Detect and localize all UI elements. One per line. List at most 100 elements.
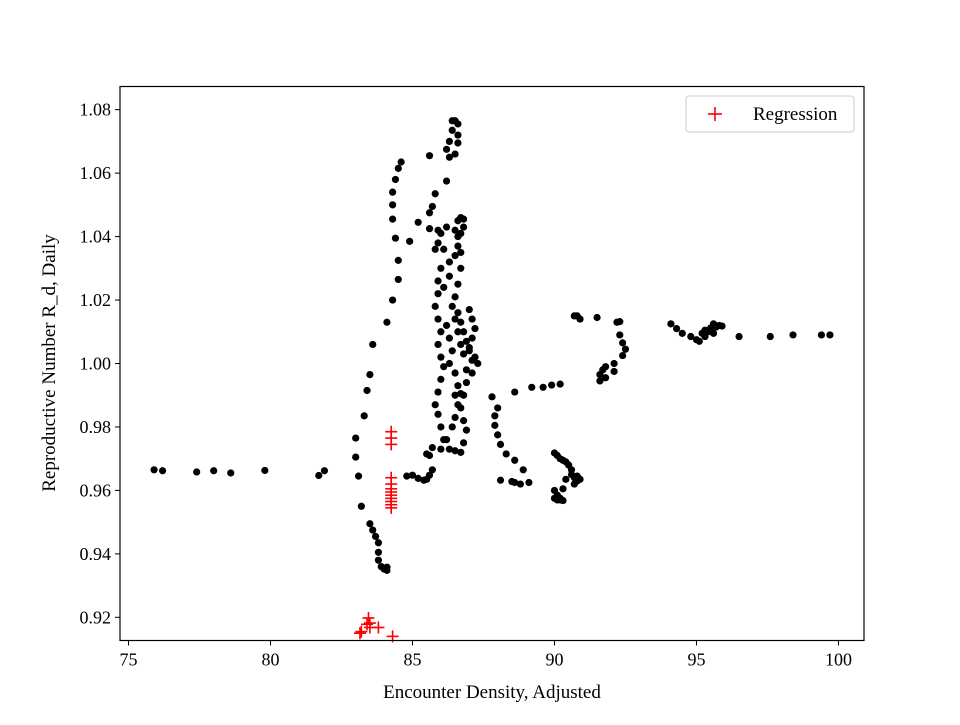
data-point [428,466,436,474]
data-point [491,412,499,420]
data-point [448,347,456,355]
data-point [352,434,360,442]
data-point [320,467,329,475]
y-tick-label: 1.00 [80,354,112,374]
data-point [525,478,533,487]
data-point [442,436,451,444]
data-point [428,202,436,211]
data-point [374,539,383,547]
data-point [442,177,451,185]
data-point [437,445,445,453]
data-point [445,258,454,266]
data-point [451,413,459,422]
x-tick-label: 90 [545,650,563,670]
data-point [389,188,397,196]
data-point [454,217,462,225]
data-point [516,480,524,488]
data-point [511,478,519,487]
data-point [437,229,445,238]
data-point [357,502,365,510]
legend-label-regression: Regression [753,104,838,125]
data-point [596,371,604,379]
data-point [593,313,601,322]
data-point [374,548,383,556]
data-point [465,344,473,352]
data-point [437,423,445,431]
data-point [687,332,695,341]
y-tick-label: 0.96 [80,480,112,500]
data-point [789,331,797,339]
y-tick-label: 0.98 [80,417,112,437]
data-point [391,234,400,242]
data-point [601,374,610,382]
y-tick-label: 0.92 [80,607,112,627]
data-point [437,264,445,272]
data-point [431,401,439,409]
data-point [457,248,465,257]
data-point [389,296,397,304]
data-point [457,340,465,349]
data-point [528,383,536,391]
data-point [462,366,471,374]
data-point [511,388,519,396]
data-point [460,439,468,447]
data-point [474,359,482,368]
data-point [451,226,459,234]
regression-point [372,621,385,634]
data-point [261,466,269,475]
y-tick-label: 1.08 [80,100,112,120]
data-point [414,474,422,482]
data-point [610,359,618,368]
x-tick-label: 85 [403,650,421,670]
regression-point [361,618,374,631]
data-point [468,334,476,342]
data-point [425,451,434,460]
data-point [454,139,462,147]
data-point [451,315,459,323]
data-point [437,353,445,361]
x-tick-label: 75 [120,650,138,670]
data-point [462,426,471,434]
y-axis-title: Reproductive Number R_d, Daily [39,234,60,492]
data-point [434,315,442,323]
data-point [445,137,454,145]
data-point [457,264,465,272]
data-point [678,329,686,337]
data-point [352,453,360,461]
data-point [502,450,510,458]
data-point [553,491,561,499]
data-point [709,329,718,337]
data-point [434,340,442,349]
data-point [434,290,442,298]
data-point [431,190,439,198]
data-point [394,256,402,264]
data-point [374,556,383,564]
y-tick-label: 1.06 [80,163,112,183]
data-point [619,339,627,347]
data-point [383,318,391,326]
x-axis-title: Encounter Density, Adjusted [383,682,601,703]
x-tick-label: 100 [825,650,852,670]
data-point [596,377,604,385]
regression-point [385,438,398,451]
data-point [735,332,743,341]
data-point [619,351,627,360]
data-point [570,480,578,488]
data-point [431,245,439,253]
data-point [451,391,459,399]
data-point [440,245,448,253]
data-point [817,331,826,339]
data-point [442,145,451,153]
data-point [369,526,377,534]
data-point [460,223,468,231]
data-point [150,466,158,474]
data-point [539,383,547,391]
data-point [496,476,505,484]
data-point [695,337,703,345]
data-point [369,340,377,349]
data-point [394,275,402,284]
data-point [462,337,471,345]
data-point [437,375,445,383]
